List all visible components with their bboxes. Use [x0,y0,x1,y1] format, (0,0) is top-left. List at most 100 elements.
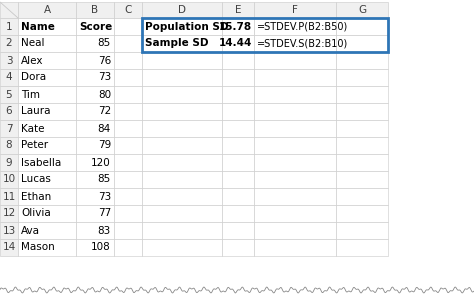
Bar [76,188,114,205]
Bar [254,69,336,86]
Text: C: C [124,5,132,15]
Text: 11: 11 [2,191,16,201]
Bar [18,35,76,52]
Bar [336,120,388,137]
Text: Laura: Laura [21,106,51,116]
Bar [114,35,142,52]
Bar [76,205,114,222]
Bar [142,205,222,222]
Bar [76,239,114,256]
Bar [142,120,222,137]
Bar [76,154,114,171]
Bar [18,137,76,154]
Bar [222,69,254,86]
Bar [114,69,142,86]
Bar [76,52,114,69]
Bar [336,154,388,171]
Text: 4: 4 [6,73,12,83]
Text: Mason: Mason [21,243,55,253]
Bar [222,52,254,69]
Text: E: E [235,5,241,15]
Text: 14: 14 [2,243,16,253]
Text: Tim: Tim [21,89,40,99]
Text: 2: 2 [6,39,12,49]
Bar [142,2,222,18]
Bar [336,86,388,103]
Bar [142,103,222,120]
Bar [336,35,388,52]
Text: Ethan: Ethan [21,191,51,201]
Bar [336,171,388,188]
Bar [142,137,222,154]
Text: 6: 6 [6,106,12,116]
Text: 8: 8 [6,141,12,151]
Bar [142,18,388,52]
Text: A: A [44,5,51,15]
Bar [254,18,336,35]
Bar [0,103,18,120]
Text: 13: 13 [2,225,16,235]
Bar [142,154,222,171]
Text: F: F [292,5,298,15]
Bar [222,18,254,35]
Text: 85: 85 [98,39,111,49]
Text: 108: 108 [91,243,111,253]
Bar [18,205,76,222]
Bar [336,205,388,222]
Bar [114,239,142,256]
Bar [254,18,336,35]
Text: 1: 1 [6,21,12,31]
Text: Isabella: Isabella [21,158,61,168]
Bar [0,188,18,205]
Bar [114,52,142,69]
Bar [222,103,254,120]
Text: B: B [91,5,99,15]
Text: Population SD: Population SD [145,21,228,31]
Bar [0,120,18,137]
Bar [76,120,114,137]
Text: 10: 10 [2,175,16,185]
Bar [0,52,18,69]
Bar [254,154,336,171]
Text: 77: 77 [98,208,111,218]
Text: 73: 73 [98,191,111,201]
Bar [336,18,388,35]
Bar [336,239,388,256]
Bar [222,35,254,52]
Text: D: D [178,5,186,15]
Bar [222,239,254,256]
Bar [336,222,388,239]
Text: 83: 83 [98,225,111,235]
Bar [114,222,142,239]
Text: Sample SD: Sample SD [145,39,209,49]
Bar [254,2,336,18]
Bar [222,171,254,188]
Text: 73: 73 [98,73,111,83]
Text: 76: 76 [98,56,111,66]
Bar [222,35,254,52]
Bar [76,86,114,103]
Bar [254,171,336,188]
Text: Lucas: Lucas [21,175,51,185]
Bar [254,222,336,239]
Bar [0,205,18,222]
Text: 14.44: 14.44 [219,39,252,49]
Bar [142,18,222,35]
Bar [76,2,114,18]
Bar [222,120,254,137]
Text: 7: 7 [6,123,12,133]
Bar [18,120,76,137]
Bar [0,2,18,18]
Bar [18,239,76,256]
Text: Alex: Alex [21,56,44,66]
Bar [254,86,336,103]
Bar [18,2,76,18]
Text: Kate: Kate [21,123,45,133]
Bar [254,239,336,256]
Bar [114,205,142,222]
Bar [254,35,336,52]
Bar [254,205,336,222]
Bar [222,18,254,35]
Bar [76,18,114,35]
Bar [254,35,336,52]
